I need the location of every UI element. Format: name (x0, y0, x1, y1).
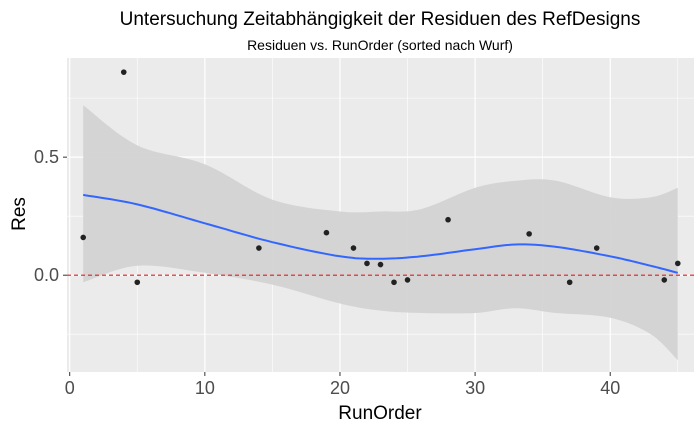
data-point (364, 260, 370, 267)
x-tick-labels: 0 10 20 30 40 (65, 378, 621, 398)
data-point (593, 245, 600, 251)
data-point (256, 245, 262, 251)
x-tick-label: 0 (65, 378, 75, 398)
data-point (445, 216, 451, 223)
x-tick-label: 10 (195, 378, 215, 398)
y-tick-label: 0.0 (34, 265, 59, 285)
data-point (391, 279, 397, 286)
data-point (674, 260, 681, 267)
data-point (404, 277, 411, 283)
x-tick-label: 20 (330, 378, 350, 398)
confidence-band (83, 105, 678, 361)
data-point (350, 245, 357, 251)
x-tick-label: 30 (465, 378, 485, 398)
confidence-band-area (83, 105, 678, 361)
axis-ticks (63, 156, 611, 376)
data-point (323, 229, 330, 236)
data-point (526, 231, 532, 237)
data-point (80, 234, 87, 241)
data-points (80, 69, 681, 286)
y-tick-labels: 0.0 0.5 (34, 147, 59, 285)
data-point (661, 277, 668, 283)
chart-subtitle: Residuen vs. RunOrder (sorted nach Wurf) (247, 37, 513, 53)
data-point (134, 279, 141, 286)
chart-title: Untersuchung Zeitabhängigkeit der Residu… (120, 9, 641, 30)
y-axis-label: Res (9, 197, 30, 231)
x-tick-label: 40 (600, 378, 620, 398)
data-point (566, 279, 573, 286)
smooth-line (83, 193, 679, 274)
data-point (120, 69, 127, 75)
y-tick-label: 0.5 (34, 147, 59, 167)
data-point (377, 261, 384, 268)
x-axis-label: RunOrder (338, 403, 422, 424)
smooth-series-line (83, 193, 679, 274)
